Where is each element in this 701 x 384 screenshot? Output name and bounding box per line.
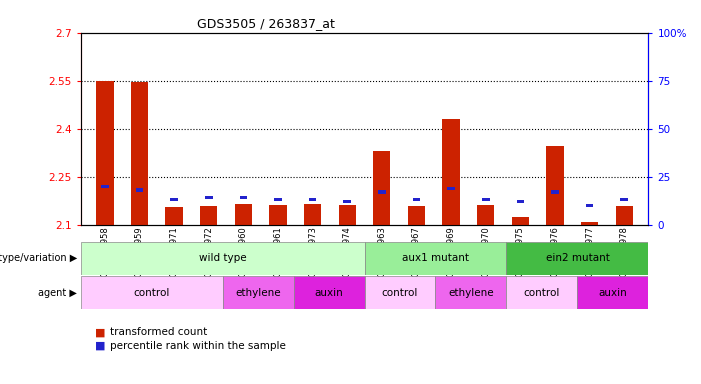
Text: control: control — [382, 288, 418, 298]
Bar — [294, 276, 365, 309]
Bar — [131, 82, 148, 225]
Bar — [308, 198, 316, 201]
Text: agent ▶: agent ▶ — [39, 288, 77, 298]
Text: control: control — [524, 288, 560, 298]
Text: auxin: auxin — [315, 288, 343, 298]
Bar — [581, 222, 598, 225]
Bar — [96, 81, 114, 225]
Bar — [578, 276, 648, 309]
Bar — [517, 200, 524, 203]
Bar — [378, 190, 386, 194]
Bar — [136, 189, 143, 192]
Bar — [477, 205, 494, 225]
Bar — [435, 276, 506, 309]
Bar — [200, 206, 217, 225]
Bar — [408, 206, 425, 225]
Text: ethylene: ethylene — [236, 288, 281, 298]
Text: GDS3505 / 263837_at: GDS3505 / 263837_at — [198, 17, 335, 30]
Bar — [512, 217, 529, 225]
Text: ■: ■ — [95, 341, 105, 351]
Bar — [170, 198, 178, 201]
Bar — [101, 185, 109, 188]
Bar — [551, 190, 559, 194]
Bar — [235, 204, 252, 225]
Bar — [274, 198, 282, 201]
Text: control: control — [133, 288, 170, 298]
Bar — [240, 196, 247, 199]
Bar — [81, 242, 365, 275]
Bar — [304, 204, 321, 225]
Text: wild type: wild type — [199, 253, 246, 263]
Bar — [482, 198, 489, 201]
Bar — [447, 187, 455, 190]
Text: percentile rank within the sample: percentile rank within the sample — [110, 341, 286, 351]
Bar — [165, 207, 183, 225]
Bar — [339, 205, 356, 225]
Bar — [442, 119, 460, 225]
Bar — [507, 276, 578, 309]
Text: ■: ■ — [95, 327, 105, 337]
Text: aux1 mutant: aux1 mutant — [402, 253, 469, 263]
Bar — [507, 242, 648, 275]
Text: genotype/variation ▶: genotype/variation ▶ — [0, 253, 77, 263]
Bar — [365, 242, 507, 275]
Bar — [365, 276, 435, 309]
Bar — [223, 276, 294, 309]
Bar — [620, 198, 628, 201]
Text: ethylene: ethylene — [448, 288, 494, 298]
Bar — [615, 206, 633, 225]
Bar — [413, 198, 421, 201]
Bar — [586, 204, 593, 207]
Bar — [269, 205, 287, 225]
Bar — [81, 276, 223, 309]
Text: ein2 mutant: ein2 mutant — [545, 253, 609, 263]
Bar — [546, 146, 564, 225]
Bar — [373, 151, 390, 225]
Text: auxin: auxin — [599, 288, 627, 298]
Bar — [205, 196, 212, 199]
Text: transformed count: transformed count — [110, 327, 207, 337]
Bar — [343, 200, 351, 203]
